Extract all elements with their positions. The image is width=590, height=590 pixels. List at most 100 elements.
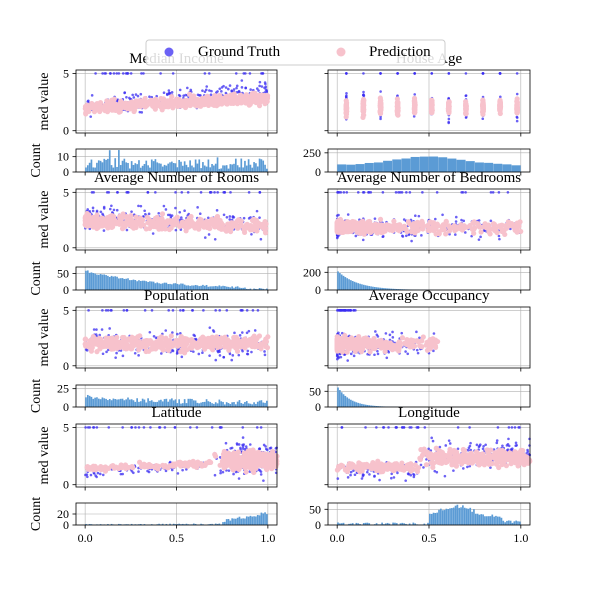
ground-truth-point: [201, 89, 204, 92]
prediction-point: [216, 99, 222, 105]
histogram-bar: [249, 164, 252, 172]
ground-truth-point: [131, 93, 134, 97]
ground-truth-point: [204, 88, 208, 92]
prediction-point: [467, 222, 473, 229]
prediction-point: [234, 101, 241, 107]
ground-truth-point: [180, 355, 184, 359]
histogram-bar: [231, 286, 233, 290]
ground-truth-point: [432, 332, 436, 335]
ground-truth-point: [374, 330, 377, 333]
prediction-point: [463, 110, 469, 116]
histogram-bar: [105, 275, 107, 290]
histogram-bar: [224, 165, 226, 172]
ground-truth-point: [515, 115, 519, 119]
histogram-bar: [112, 167, 115, 172]
prediction-point: [204, 218, 210, 225]
y-tick-label: 5: [63, 303, 69, 317]
prediction-point: [138, 103, 144, 110]
histogram-bar: [342, 394, 345, 407]
histogram-bar: [222, 285, 224, 290]
prediction-point: [113, 338, 119, 344]
prediction-point: [146, 225, 153, 232]
ground-truth-point: [379, 72, 382, 75]
histogram-bar: [119, 278, 122, 290]
ground-truth-point: [454, 215, 458, 219]
scatter-ylabel: med value: [37, 309, 52, 367]
ground-truth-point: [139, 204, 143, 208]
histogram-bar: [203, 165, 206, 172]
ground-truth-point: [233, 331, 236, 335]
histogram-bar: [156, 162, 159, 172]
histogram-bar: [264, 164, 266, 172]
histogram-bar: [143, 164, 146, 172]
ground-truth-point: [227, 87, 230, 91]
histogram-bar: [229, 164, 232, 172]
ground-truth-point: [102, 205, 106, 209]
ground-truth-point: [174, 228, 178, 232]
ground-truth-point: [137, 204, 140, 208]
histogram-bar: [214, 285, 217, 290]
ground-truth-point: [181, 309, 185, 312]
prediction-point: [385, 225, 391, 231]
prediction-point: [367, 349, 373, 355]
histogram-bar: [253, 162, 255, 172]
histogram-bar: [178, 159, 181, 172]
prediction-point: [446, 99, 452, 105]
histogram-bar: [96, 274, 98, 290]
histogram-bar: [85, 167, 87, 172]
ground-truth-point: [245, 309, 249, 312]
ground-truth-point: [255, 209, 259, 213]
histogram-bar: [99, 399, 102, 407]
ground-truth-point: [147, 212, 151, 216]
prediction-point: [151, 342, 157, 348]
prediction-point: [229, 225, 235, 231]
prediction-point: [380, 340, 386, 346]
ground-truth-point: [338, 309, 342, 312]
histogram-bar: [110, 275, 113, 290]
histogram-bar: [337, 271, 339, 290]
ground-truth-point: [90, 94, 94, 97]
prediction-point: [107, 335, 113, 342]
histogram-bar: [107, 400, 109, 407]
ground-truth-point: [385, 356, 389, 360]
prediction-point: [353, 343, 360, 349]
histogram-bar: [99, 160, 102, 172]
prediction-point: [441, 223, 447, 229]
histogram-bar: [198, 159, 201, 172]
ground-truth-point: [412, 115, 416, 118]
histogram-bar: [220, 168, 223, 172]
ground-truth-point: [121, 72, 125, 75]
ground-truth-point: [92, 191, 95, 194]
ground-truth-point: [101, 352, 105, 356]
ground-truth-point: [186, 86, 189, 90]
histogram-bar: [101, 162, 104, 172]
ground-truth-point: [430, 72, 434, 75]
ground-truth-point: [228, 84, 232, 87]
ground-truth-point: [391, 330, 394, 334]
prediction-point: [178, 334, 184, 340]
prediction-point: [155, 101, 162, 107]
histogram-bar: [209, 286, 212, 290]
histogram-bar: [353, 281, 356, 290]
histogram-bar: [183, 161, 186, 172]
prediction-point: [429, 343, 435, 349]
ground-truth-point: [232, 88, 236, 91]
ground-truth-point: [143, 309, 147, 312]
ground-truth-point: [115, 72, 119, 75]
histogram-bar: [207, 401, 210, 407]
prediction-point: [514, 109, 520, 115]
ground-truth-point: [506, 191, 510, 194]
ground-truth-point: [115, 208, 119, 212]
histogram-bar: [90, 272, 93, 290]
histogram-bar: [242, 403, 244, 407]
histogram-bar: [132, 400, 135, 407]
histogram-bar: [147, 165, 149, 172]
prediction-point: [123, 341, 129, 347]
ground-truth-point: [224, 86, 228, 89]
ground-truth-point: [177, 93, 181, 97]
ground-truth-point: [381, 191, 385, 194]
ground-truth-point: [148, 95, 151, 99]
ground-truth-point: [250, 350, 253, 354]
histogram-bar: [125, 278, 128, 290]
y-tick-label: 50: [309, 384, 321, 398]
